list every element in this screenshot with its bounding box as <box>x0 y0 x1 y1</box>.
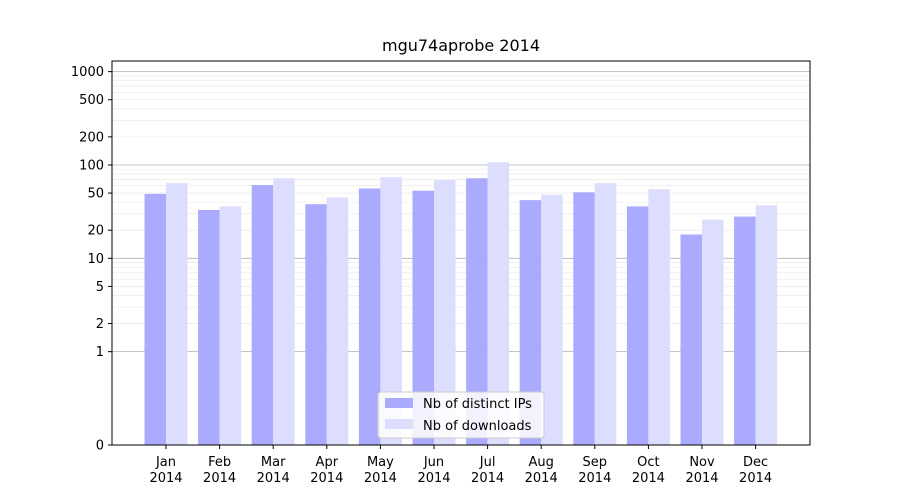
x-tick-label: Mar 2014 <box>257 455 290 486</box>
bar-downloads <box>648 189 670 445</box>
bar-distinct-ips <box>305 204 327 445</box>
y-axis: 0 1 2 5 10 20 50 100 200 500 1000 <box>71 65 112 454</box>
y-tick-label: 20 <box>87 224 104 239</box>
x-axis: Jan 2014 Feb 2014 Mar 2014 Apr 2014 May 2014 Jun 20… <box>149 445 772 486</box>
bar-distinct-ips <box>680 234 702 445</box>
bar-downloads <box>273 178 295 445</box>
bar-downloads <box>541 194 563 445</box>
y-tick-label: 1000 <box>71 65 104 80</box>
y-tick-label: 100 <box>79 158 104 173</box>
bar-distinct-ips <box>466 178 488 445</box>
bar-downloads <box>487 162 510 445</box>
bar-downloads <box>594 183 617 446</box>
y-tick-label: 5 <box>96 280 104 295</box>
bar-downloads <box>755 205 778 445</box>
bar-distinct-ips <box>412 190 434 445</box>
chart-title: mgu74aprobe 2014 <box>382 36 540 55</box>
y-tick-label: 1 <box>96 345 104 360</box>
x-tick-label: Oct 2014 <box>632 455 665 486</box>
bar-distinct-ips <box>144 193 166 445</box>
x-tick-label: Aug 2014 <box>525 455 558 486</box>
bar-downloads <box>326 197 349 445</box>
x-tick-label: Sep 2014 <box>578 455 611 486</box>
legend-swatch-distinct-ips <box>385 398 413 408</box>
x-tick-label: Dec 2014 <box>739 455 772 486</box>
bar-downloads <box>434 180 456 445</box>
legend-label-downloads: Nb of downloads <box>423 419 532 434</box>
y-tick-label: 500 <box>79 93 104 108</box>
legend-box <box>377 391 545 439</box>
y-tick-label: 50 <box>87 187 104 202</box>
bar-distinct-ips <box>198 209 220 445</box>
x-tick-label: Apr 2014 <box>310 455 343 486</box>
bars <box>144 162 778 446</box>
bar-distinct-ips <box>573 192 595 445</box>
bar-distinct-ips <box>358 188 381 445</box>
x-tick-label: May 2014 <box>364 455 397 486</box>
x-tick-label: Feb 2014 <box>203 455 236 486</box>
bar-distinct-ips <box>626 206 649 445</box>
bar-distinct-ips <box>519 200 542 445</box>
legend: Nb of distinct IPs Nb of downloads <box>377 391 545 439</box>
legend-label-distinct-ips: Nb of distinct IPs <box>423 397 532 412</box>
bar-downloads <box>380 177 402 446</box>
x-tick-label: Jan 2014 <box>149 455 182 486</box>
x-tick-label: Jun 2014 <box>417 455 450 486</box>
y-tick-label: 200 <box>79 130 104 145</box>
y-tick-label: 2 <box>96 317 104 332</box>
y-tick-label: 10 <box>87 252 104 267</box>
x-tick-label: Jul 2014 <box>471 455 504 486</box>
bar-distinct-ips <box>251 185 274 445</box>
legend-swatch-downloads <box>385 419 413 429</box>
bar-distinct-ips <box>734 216 756 445</box>
y-tick-label: 0 <box>96 439 104 454</box>
x-tick-label: Nov 2014 <box>685 455 718 486</box>
bar-downloads <box>702 219 724 445</box>
bar-downloads <box>219 206 242 445</box>
bar-downloads <box>166 183 188 446</box>
plot-frame <box>111 60 811 446</box>
